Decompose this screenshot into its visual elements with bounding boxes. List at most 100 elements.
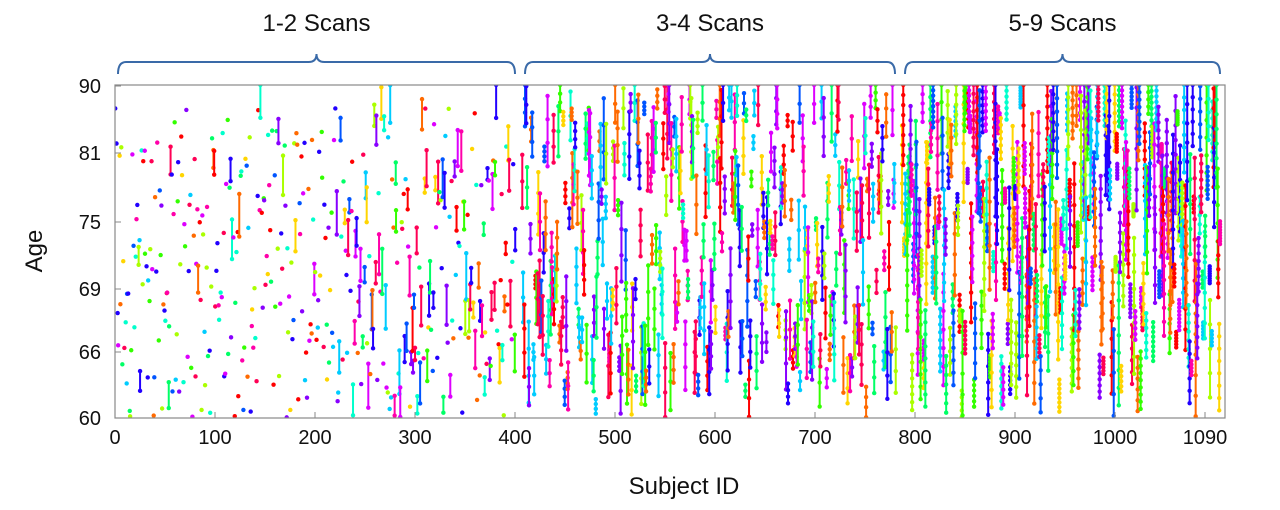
scan-point [1170,246,1176,251]
scan-point [1121,272,1126,278]
scan-point [606,363,611,369]
scan-point [762,235,767,241]
scan-point [1160,209,1166,215]
scan-point [1119,93,1125,99]
scan-point [145,278,151,283]
scan-point [855,157,861,162]
scan-point [905,328,910,333]
scan-point [889,349,894,354]
scan-point [966,109,972,114]
scan-point [1133,308,1138,314]
scan-point [892,180,897,186]
scan-point [950,296,955,301]
scan-point [479,333,485,339]
scan-point [919,248,924,253]
scan-point [244,163,249,168]
scan-point [1029,179,1035,185]
scan-point [1187,351,1192,357]
scan-point [754,385,759,391]
scan-point [1027,304,1032,309]
scan-point [997,111,1002,116]
scan-point [1089,127,1094,132]
scan-point [750,222,755,227]
scan-point [1011,155,1016,161]
scan-point [1077,300,1082,305]
scan-point [549,230,554,236]
scan-point [860,302,866,307]
scan-point [1098,251,1103,257]
scan-point [1202,244,1208,249]
scan-point [1090,278,1095,283]
scan-point [1116,315,1121,321]
scan-point [740,353,745,359]
scan-point [798,278,804,284]
scan-point [319,129,324,135]
scan-point [1036,151,1041,157]
scan-point [115,106,118,111]
scan-point [1121,283,1126,288]
scan-point [983,115,988,120]
scan-point [743,394,748,400]
scan-point [715,159,720,165]
scan-point [618,388,623,394]
scan-point [388,395,394,400]
scan-point [1128,294,1133,299]
scan-point [441,410,446,415]
scan-point [943,363,949,368]
scan-point [306,186,311,192]
scan-point [1011,167,1016,172]
scan-point [1160,201,1166,207]
scan-point [741,135,746,141]
scan-point [662,341,668,346]
scan-point [712,221,717,226]
scan-point [149,159,154,164]
scan-point [279,231,284,236]
scan-point [424,148,429,153]
scan-point [983,109,988,114]
scan-point [1177,312,1182,318]
scan-point [221,230,226,236]
scan-point [748,333,753,339]
scan-point [195,290,201,295]
scan-point [589,182,594,187]
scan-point [984,185,989,191]
scan-point [1157,275,1162,280]
scan-point [1100,280,1105,285]
scan-point [1184,280,1189,285]
scan-point [726,334,731,340]
scan-point [930,98,936,104]
scan-point [1022,158,1027,163]
scan-point [1129,101,1134,107]
scan-point [423,106,428,111]
scan-point [670,156,675,161]
scan-point [173,377,178,382]
scan-point [1001,402,1006,407]
scan-point [999,167,1005,173]
scan-point [604,298,610,304]
scan-point [545,93,550,99]
scan-point [949,161,954,166]
scan-point [466,335,471,340]
scan-point [400,226,405,232]
scan-point [1127,191,1132,197]
scan-point [1121,262,1126,267]
scan-point [1196,251,1201,256]
scan-point [734,154,739,160]
scan-point [312,261,317,266]
scan-point [907,222,912,227]
scan-point [594,304,599,310]
scan-point [417,360,423,365]
scan-point [1054,175,1060,181]
scan-point [1123,139,1129,145]
scan-point [994,174,1000,179]
scan-point [1033,246,1038,252]
scan-point [994,214,1000,220]
scan-point [646,263,651,268]
scan-point [930,125,936,130]
scan-point [832,326,837,331]
scan-point [255,193,260,199]
scan-point [1004,117,1009,122]
scan-point [785,118,790,123]
scan-point [307,338,312,343]
scan-point [870,206,876,212]
